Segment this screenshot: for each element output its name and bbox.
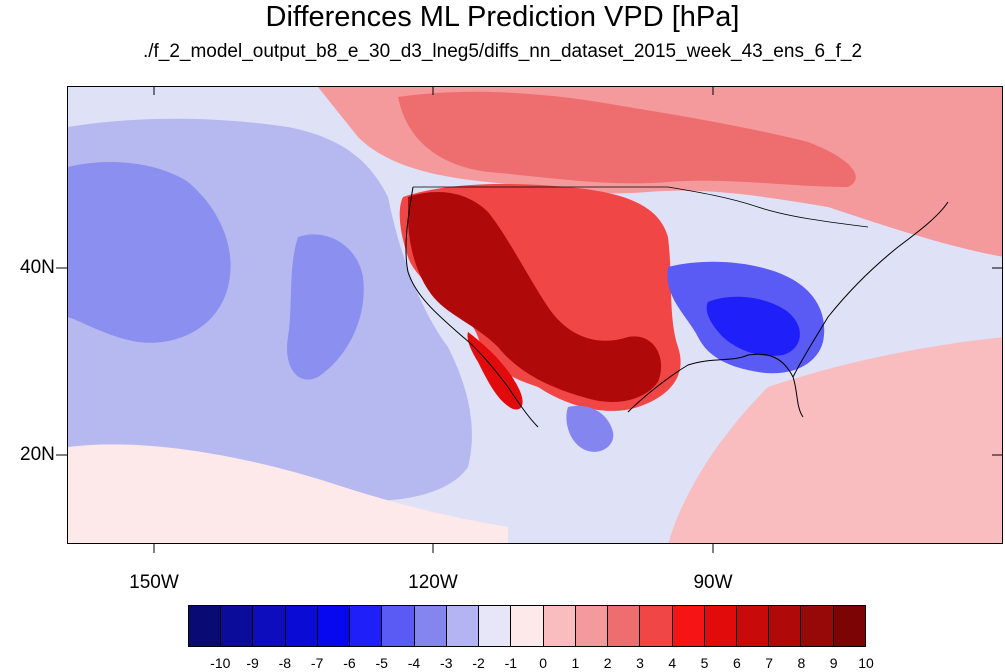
west-coastline	[405, 186, 539, 428]
colorbar-label: -9	[246, 655, 259, 671]
colorbar-label: 5	[700, 655, 709, 671]
colorbar-label: -5	[375, 655, 388, 671]
colorbar-swatch	[640, 606, 673, 646]
colorbar-label: 0	[539, 655, 548, 671]
colorbar-swatch	[317, 606, 351, 646]
colorbar-label: 6	[732, 655, 741, 671]
colorbar-swatch	[833, 606, 865, 646]
colorbar-label: 3	[636, 655, 644, 671]
tropical-pink-field	[68, 444, 508, 543]
colorbar-label: 8	[797, 655, 806, 671]
colorbar-label: -6	[343, 655, 356, 671]
colorbar-label: -3	[440, 655, 453, 671]
colorbar-swatch	[704, 606, 737, 646]
colorbar-swatch	[446, 606, 480, 646]
southwest-dark-red	[408, 192, 662, 402]
lat-label-20n: 20N	[20, 444, 55, 465]
pacific-darker-blue	[68, 162, 231, 343]
colorbar-swatch	[575, 606, 609, 646]
colorbar-swatch	[736, 606, 770, 646]
chart-title: Differences ML Prediction VPD [hPa]	[265, 1, 740, 33]
mexico-blue-patch	[566, 405, 614, 452]
colorbar-swatch	[221, 606, 254, 646]
east-coastline	[792, 201, 949, 378]
chart-subtitle: ./f_2_model_output_b8_e_30_d3_lneg5/diff…	[142, 41, 863, 62]
colorbar-swatch	[253, 606, 286, 646]
us-canada-border	[413, 186, 869, 228]
colorbar-label: 10	[858, 655, 874, 671]
colorbar-swatch	[769, 606, 802, 646]
colorbar-label: -8	[278, 655, 292, 671]
atlantic-pink-field	[668, 337, 1002, 543]
lon-label-120w: 120W	[408, 572, 458, 593]
colorbar-swatch	[382, 606, 415, 646]
lat-label-40n: 40N	[20, 257, 55, 278]
eastern-us-deep-blue	[706, 296, 800, 356]
colorbar-label: 1	[571, 655, 580, 671]
map-canvas	[68, 87, 1002, 543]
colorbar-swatch	[189, 606, 222, 646]
lon-label-150w: 150W	[129, 572, 179, 593]
colorbar-swatch	[285, 606, 318, 646]
colorbar	[188, 605, 866, 647]
lon-label-90w: 90W	[693, 572, 733, 593]
colorbar-label: -10	[210, 655, 231, 671]
colorbar-label: 9	[829, 655, 838, 671]
colorbar-swatch	[801, 606, 834, 646]
colorbar-label: 4	[668, 655, 677, 671]
colorbar-swatch	[672, 606, 705, 646]
colorbar-swatch	[543, 606, 576, 646]
colorbar-label: -7	[310, 655, 324, 671]
gulf-coastline	[627, 353, 804, 418]
colorbar-swatch	[414, 606, 447, 646]
canada-strong-red	[398, 91, 856, 187]
colorbar-swatch	[608, 606, 641, 646]
pacific-blue-patch	[287, 234, 364, 380]
colorbar-label: -4	[407, 655, 421, 671]
colorbar-swatch	[350, 606, 383, 646]
colorbar-swatch	[479, 606, 512, 646]
vpd-difference-map	[67, 86, 1003, 544]
colorbar-label: 7	[765, 655, 774, 671]
colorbar-label: -2	[472, 655, 485, 671]
colorbar-label: -1	[504, 655, 518, 671]
colorbar-swatch	[511, 606, 544, 646]
colorbar-label: 2	[603, 655, 612, 671]
